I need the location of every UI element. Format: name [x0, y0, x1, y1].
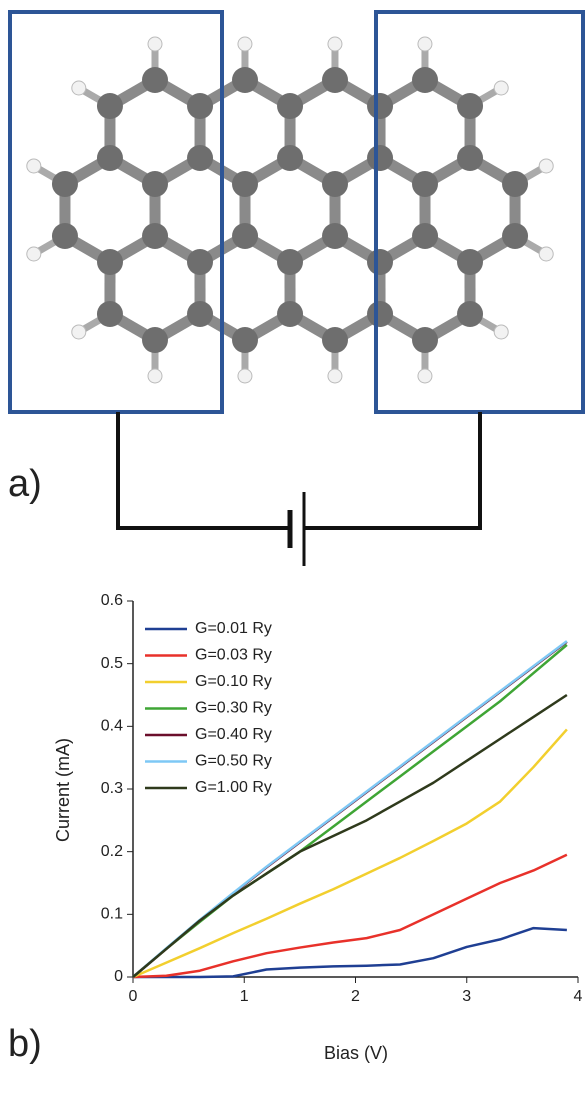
carbon-atom — [142, 327, 168, 353]
hydrogen-atom — [26, 246, 42, 262]
y-tick-label: 0 — [114, 968, 123, 985]
carbon-atom — [96, 93, 123, 119]
series-line — [132, 853, 568, 979]
carbon-atom — [367, 249, 393, 275]
carbon-atom — [232, 327, 258, 353]
hydrogen-atom — [71, 80, 87, 96]
hydrogen-atom — [327, 368, 343, 384]
carbon-atom — [277, 93, 304, 119]
panel-label: b) — [8, 1023, 42, 1065]
carbon-atom — [412, 327, 438, 353]
carbon-atom — [142, 67, 168, 93]
right-electrode — [374, 10, 585, 414]
y-tick-label: 0.4 — [101, 718, 123, 735]
x-tick-label: 4 — [574, 988, 583, 1005]
carbon-atom — [96, 301, 123, 327]
hydrogen-atom — [237, 368, 253, 384]
hydrogen-atom — [493, 324, 509, 340]
carbon-atom — [51, 223, 78, 249]
x-tick-label: 0 — [129, 988, 138, 1005]
carbon-atom — [142, 223, 169, 249]
carbon-atom — [232, 171, 258, 197]
x-tick-label: 1 — [240, 988, 249, 1005]
carbon-atom — [187, 145, 214, 171]
carbon-atom — [412, 67, 438, 93]
carbon-atom — [322, 171, 348, 197]
y-tick-label: 0.3 — [101, 780, 123, 797]
hydrogen-atom — [417, 368, 433, 384]
carbon-atom — [277, 145, 304, 171]
legend-label: G=0.30 Ry — [195, 700, 272, 717]
carbon-atom — [412, 171, 438, 197]
carbon-atom — [367, 145, 394, 171]
hydrogen-atom — [71, 324, 87, 340]
series-line — [132, 640, 568, 978]
legend-label: G=0.50 Ry — [195, 753, 272, 770]
hydrogen-atom — [538, 246, 554, 262]
y-axis-label: Current (mA) — [53, 738, 73, 842]
series-line — [132, 728, 568, 979]
carbon-atom — [142, 171, 168, 197]
carbon-atom — [232, 67, 258, 93]
carbon-atom — [322, 327, 348, 353]
y-tick-label: 0.5 — [101, 655, 123, 672]
x-tick-label: 3 — [462, 988, 471, 1005]
hydrogen-atom — [26, 158, 42, 174]
hydrogen-atom — [147, 368, 163, 384]
hydrogen-atom — [417, 36, 433, 52]
wire — [116, 412, 290, 530]
carbon-atom — [457, 93, 484, 119]
carbon-atom — [97, 249, 123, 275]
x-axis-label: Bias (V) — [324, 1043, 388, 1063]
wire — [304, 412, 482, 530]
hydrogen-atom — [327, 36, 343, 52]
carbon-atom — [277, 301, 304, 327]
carbon-atom — [412, 223, 439, 249]
x-tick-label: 2 — [351, 988, 360, 1005]
carbon-atom — [322, 223, 349, 249]
left-electrode — [8, 10, 224, 414]
series-line — [132, 643, 568, 978]
carbon-atom — [232, 223, 259, 249]
plot: 0 0.1 0.2 0.3 0.4 0.5 0.6 0 1 2 3 4 G=0.01 Ry G=0.03 … — [101, 592, 583, 1005]
carbon-atom — [277, 249, 303, 275]
y-tick-label: 0.1 — [101, 906, 123, 923]
series-line — [133, 926, 567, 979]
molecule — [26, 36, 554, 384]
series-line — [132, 693, 568, 978]
legend-label: G=1.00 Ry — [195, 779, 272, 796]
y-tick-label: 0.6 — [101, 592, 123, 609]
carbon-atom — [367, 301, 394, 327]
series-line — [132, 640, 568, 978]
carbon-atom — [367, 93, 394, 119]
carbon-atom — [187, 249, 213, 275]
hydrogen-atom — [237, 36, 253, 52]
panel-label: a) — [8, 463, 42, 505]
carbon-atom — [96, 145, 123, 171]
carbon-atom — [457, 301, 484, 327]
hydrogen-atom — [493, 80, 509, 96]
hydrogen-atom — [147, 36, 163, 52]
carbon-atom — [187, 93, 214, 119]
carbon-atom — [187, 301, 214, 327]
legend-label: G=0.40 Ry — [195, 726, 272, 743]
carbon-atom — [51, 171, 78, 197]
carbon-atom — [457, 249, 483, 275]
legend-label: G=0.10 Ry — [195, 673, 272, 690]
hydrogen-atom — [538, 158, 554, 174]
carbon-atom — [322, 67, 348, 93]
y-tick-label: 0.2 — [101, 843, 123, 860]
legend-label: G=0.01 Ry — [195, 620, 272, 637]
carbon-atom — [502, 171, 529, 197]
carbon-atom — [457, 145, 484, 171]
legend-label: G=0.03 Ry — [195, 647, 272, 664]
carbon-atom — [502, 223, 529, 249]
